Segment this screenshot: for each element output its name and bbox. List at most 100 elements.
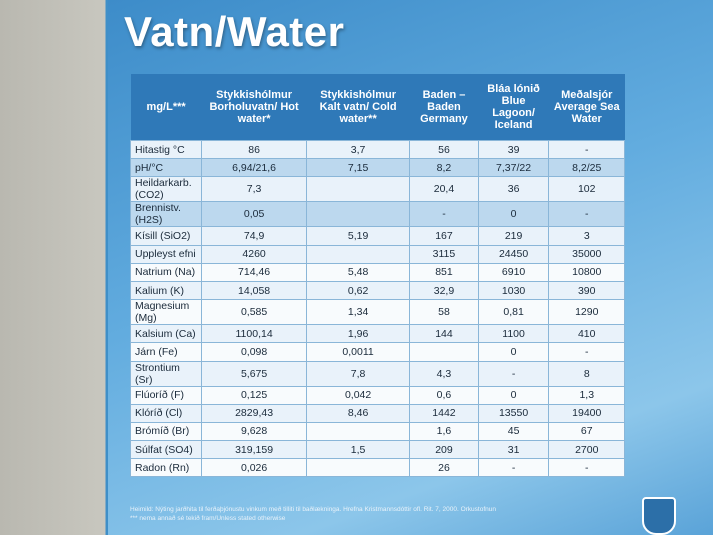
row-label: Magnesium (Mg) [129,299,203,326]
row-label: Strontium (Sr) [129,360,203,387]
value-cell: 1,34 [305,299,411,326]
table-row: Uppleyst efni 4260 3115 24450 35000 [129,244,625,264]
header-cell: mg/L*** [130,74,202,141]
row-label: Brennistv.(H2S) [129,201,203,228]
value-cell: 8,2/25 [548,158,625,178]
value-cell: 1290 [548,299,625,326]
value-cell: 8,46 [305,403,411,423]
header-cell: Meðalsjór Average Sea Water [548,74,625,141]
row-label: pH/°C [129,158,203,178]
table-row: Járn (Fe) 0,098 0,0011 0- [129,342,625,362]
value-cell: 0,05 [201,201,307,228]
value-cell: 5,675 [201,360,307,387]
value-cell: 0,026 [201,458,307,478]
value-cell [409,342,479,362]
footnote: *** nema annað sé tekið fram/Unless stat… [130,515,286,522]
table-row: Brennistv.(H2S) 0,05 -0- [129,201,625,228]
value-cell: 74,9 [201,226,307,246]
header-row: mg/L*** Stykkishólmur Borholuvatn/ Hot wa… [130,74,625,141]
table-row: Magnesium (Mg) 0,585 1,34 58 0,81 1290 [129,299,625,326]
value-cell: 4260 [201,244,307,264]
table-row: Flúoríð (F) 0,125 0,042 0,6 0 1,3 [129,385,625,405]
row-label: Kalium (K) [129,280,203,301]
value-cell: 2700 [548,440,625,460]
value-cell: 45 [477,421,550,442]
row-label: Radon (Rn) [129,458,203,478]
value-cell: 4,3 [409,360,479,387]
logo [642,497,676,535]
value-cell: - [477,458,550,478]
value-cell: - [548,201,625,228]
value-cell: 7,15 [305,158,411,178]
value-cell: 1,96 [305,324,411,344]
table-row: pH/°C 6,94/21,6 7,15 8,2 7,37/22 8,2/25 [129,158,625,178]
table-row: Súlfat (SO4) 319,159 1,5 209 31 2700 [129,440,625,460]
row-label: Súlfat (SO4) [129,440,203,460]
title: Vatn/Water [124,8,345,55]
value-cell: 20,4 [409,176,479,203]
value-cell [305,176,411,203]
value-cell: 67 [548,421,625,442]
value-cell: 56 [409,139,479,160]
value-cell: 410 [548,324,625,344]
value-cell: 19400 [548,403,625,423]
value-cell [305,244,411,264]
value-cell: 0,585 [201,299,307,326]
water-table: mg/L*** Stykkishólmur Borholuvatn/ Hot wa… [129,74,625,478]
footnotes: Heimild: Nýting jarðhita til ferðaþjónus… [130,505,610,523]
value-cell: 1,6 [409,421,479,442]
value-cell: 6,94/21,6 [201,158,307,178]
value-cell: 209 [409,440,479,460]
value-cell: 3115 [409,244,479,264]
value-cell: 390 [548,280,625,301]
row-label: Flúoríð (F) [129,385,203,405]
value-cell: 86 [201,139,307,160]
value-cell: 167 [409,226,479,246]
value-cell: 0 [477,342,550,362]
value-cell: 31 [477,440,550,460]
value-cell: 0,6 [409,385,479,405]
table-body: Hitastig °C 86 3,7 56 39- pH/°C 6,94/21,6 7,15 8… [129,139,625,478]
value-cell: 26 [409,458,479,478]
row-label: Hitastig °C [129,139,203,160]
value-cell: 102 [548,176,625,203]
table-row: Heildarkarb. (CO2) 7,3 20,4 36 102 [129,176,625,203]
value-cell: 0 [477,201,550,228]
value-cell: - [409,201,479,228]
row-label: Uppleyst efni [129,244,203,264]
table-row: Strontium (Sr) 5,675 7,8 4,3-8 [129,360,625,387]
table-row: Kísill (SiO2) 74,9 5,19 167 219 3 [129,226,625,246]
footnote: Heimild: Nýting jarðhita til ferðaþjónus… [130,506,496,513]
value-cell: 0,098 [201,342,307,362]
value-cell: 2829,43 [201,403,307,423]
value-cell: 0,62 [305,280,411,301]
value-cell: 1,5 [305,440,411,460]
value-cell: 3 [548,226,625,246]
value-cell: 35000 [548,244,625,264]
header-cell: Stykkishólmur Borholuvatn/ Hot water* [201,74,307,141]
value-cell: 3,7 [305,139,411,160]
value-cell: 1,3 [548,385,625,405]
value-cell: 32,9 [409,280,479,301]
table-row: Klóríð (Cl) 2829,43 8,46 1442 13550 19400 [129,403,625,423]
header-cell: Stykkishólmur Kalt vatn/ Cold water** [306,74,410,141]
row-label: Kalsium (Ca) [129,324,203,344]
value-cell: 7,3 [201,176,307,203]
row-label: Klóríð (Cl) [129,403,203,423]
table-row: Kalium (K) 14,058 0,62 32,9 1030 390 [129,280,625,301]
value-cell: 219 [477,226,550,246]
value-cell: 1100 [477,324,550,344]
value-cell: 319,159 [201,440,307,460]
value-cell [305,421,411,442]
table-row: Radon (Rn) 0,026 26- - [129,458,625,478]
row-label: Natrium (Na) [129,262,203,282]
value-cell: 39 [477,139,550,160]
value-cell: - [548,342,625,362]
value-cell: 36 [477,176,550,203]
value-cell: 1100,14 [201,324,307,344]
value-cell: 13550 [477,403,550,423]
value-cell: 24450 [477,244,550,264]
value-cell: 5,48 [305,262,411,282]
value-cell: 9,628 [201,421,307,442]
